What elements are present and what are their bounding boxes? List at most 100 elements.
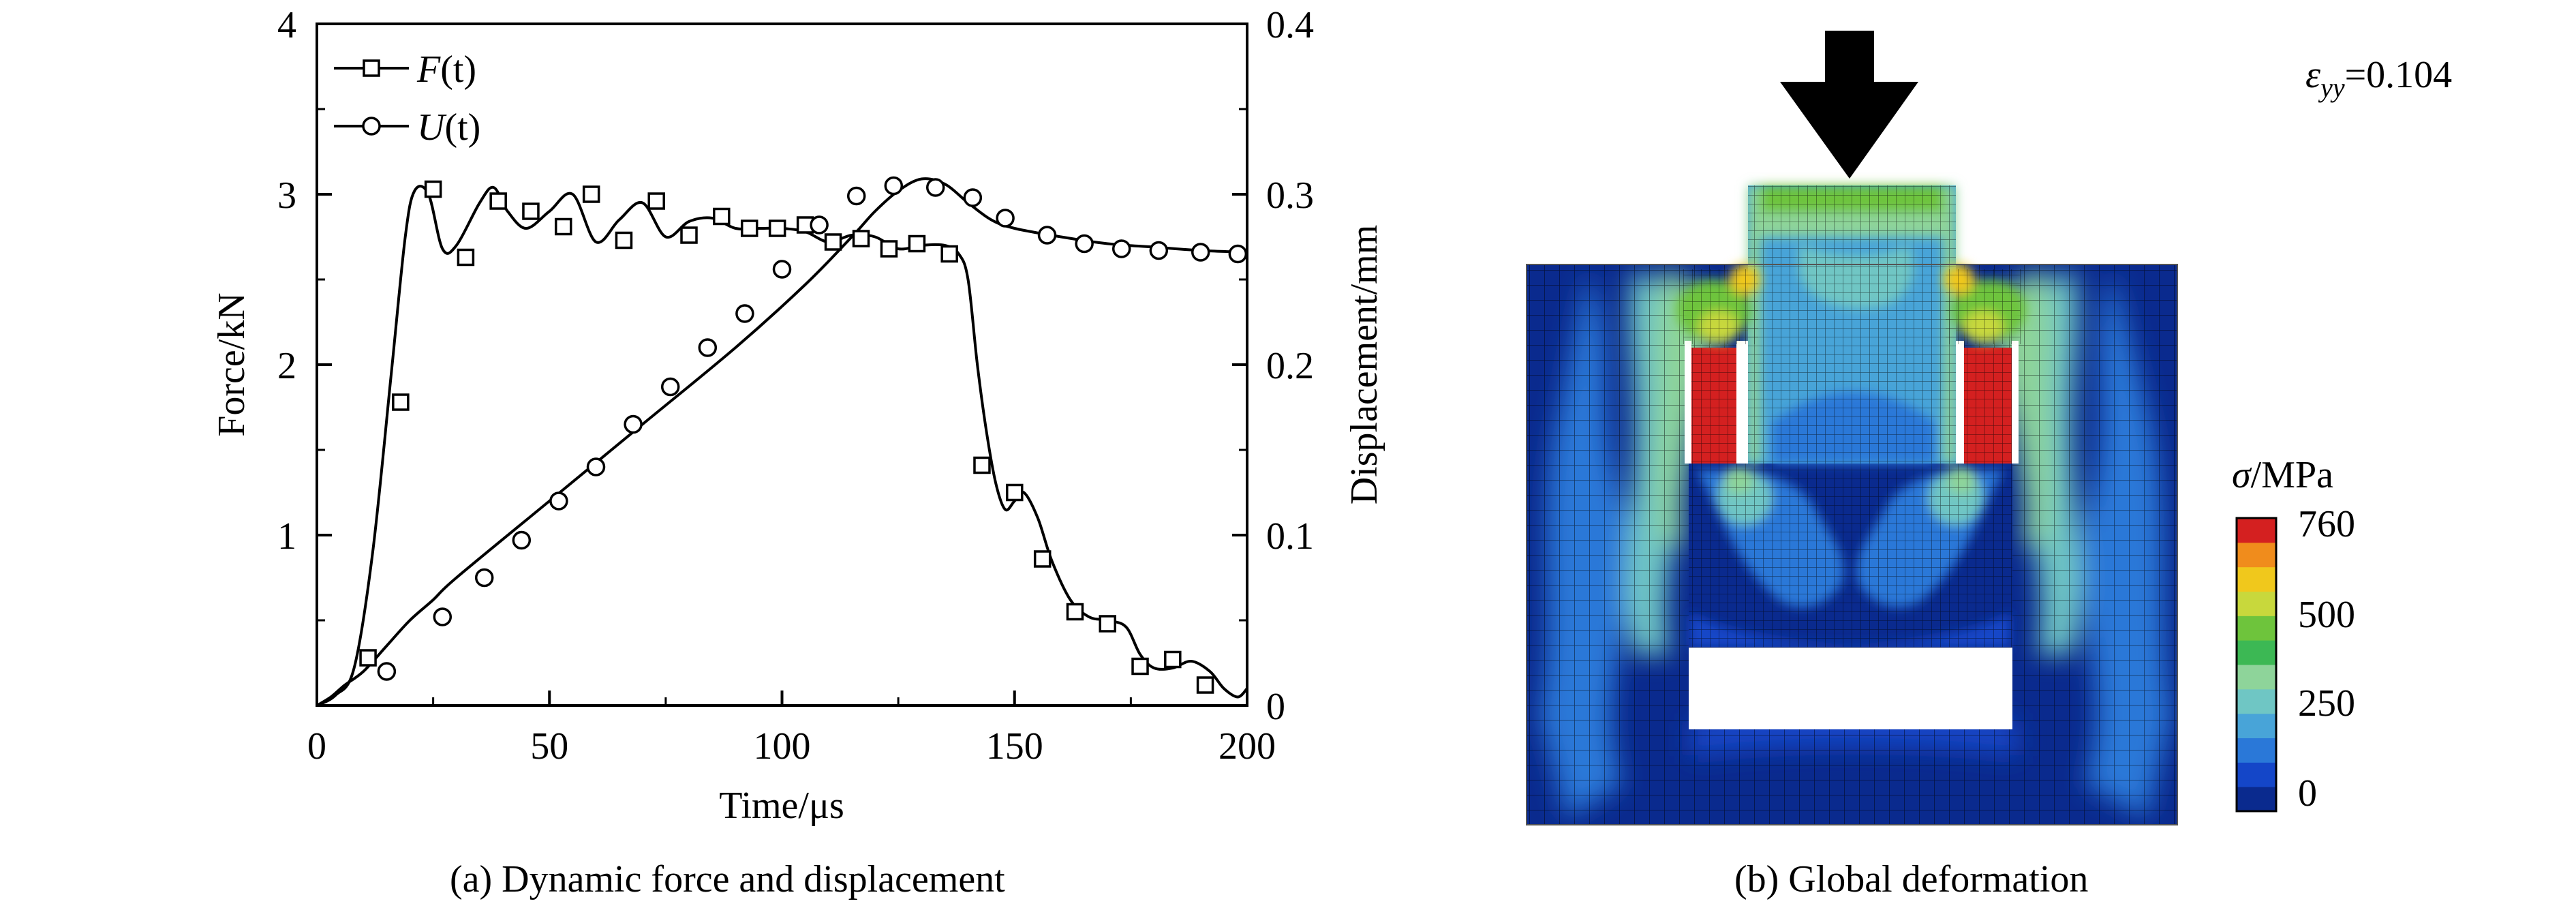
displacement-marker <box>624 414 643 434</box>
legend-label: U(t) <box>417 106 480 149</box>
force-marker <box>554 217 572 236</box>
force-marker <box>392 393 410 411</box>
strain-subscript: yy <box>2318 72 2345 103</box>
y-tick-label: 1 <box>277 515 296 558</box>
x-tick-label: 200 <box>1218 725 1276 768</box>
displacement-marker <box>377 662 397 681</box>
displacement-marker <box>884 176 904 196</box>
displacement-marker <box>846 186 866 206</box>
y-tick-label: 3 <box>277 175 296 217</box>
y2-tick-label: 0.1 <box>1266 515 1314 558</box>
force-marker <box>615 231 633 249</box>
x-tick-label: 50 <box>530 725 568 768</box>
color-bar-segment <box>2237 542 2276 568</box>
color-bar-segment <box>2237 665 2276 690</box>
y2-tick-label: 0 <box>1266 686 1285 728</box>
legend-square-marker <box>363 59 380 77</box>
force-marker <box>880 240 898 258</box>
y2-tick-label: 0.3 <box>1266 175 1314 217</box>
strain-label: εyy=0.104 <box>2305 54 2452 103</box>
color-bar-segment <box>2237 713 2276 738</box>
specimen-outline <box>1526 264 2178 825</box>
color-bar-segment <box>2237 640 2276 665</box>
displacement-marker <box>586 457 606 476</box>
color-bar-segment <box>2237 616 2276 641</box>
force-displacement-chart: 0 50 100 150 200 1 2 3 4 0 0.1 0.2 0.3 0.4 Time/μs Fo… <box>211 4 1385 827</box>
y-axis-label: Force/kN <box>211 292 253 437</box>
force-marker <box>1033 550 1052 568</box>
legend-circle-marker <box>362 117 381 136</box>
force-marker <box>1131 657 1149 676</box>
strain-value: =0.104 <box>2345 54 2453 96</box>
displacement-marker <box>512 530 532 550</box>
legend-label: F(t) <box>416 48 476 91</box>
marker-layer <box>359 176 1248 694</box>
force-marker <box>359 649 377 667</box>
displacement-marker <box>772 260 792 279</box>
force-marker <box>582 185 600 203</box>
color-bar-segment <box>2237 738 2276 763</box>
y2-tick-label: 0.2 <box>1266 345 1314 387</box>
force-marker <box>1066 603 1084 621</box>
legend-tick-500: 500 <box>2298 594 2355 636</box>
axis-ticks <box>316 22 1248 707</box>
legend-tick-760: 760 <box>2298 503 2355 545</box>
displacement-marker <box>433 607 453 626</box>
force-marker <box>740 219 758 237</box>
y2-tick-label: 0.4 <box>1266 4 1314 46</box>
load-arrow-icon <box>1780 31 1918 179</box>
displacement-marker <box>474 568 494 588</box>
force-marker <box>680 226 698 244</box>
force-marker <box>1196 676 1214 694</box>
color-bar-segment <box>2237 688 2276 714</box>
y-tick-label: 4 <box>277 4 296 46</box>
displacement-marker <box>925 178 945 197</box>
stress-contour-image <box>1526 31 2178 825</box>
stress-color-legend: σ/MPa 760 500 250 0 <box>2232 454 2355 815</box>
displacement-marker <box>549 491 568 511</box>
x-tick-label: 150 <box>986 725 1043 768</box>
force-marker <box>522 202 540 220</box>
legend-tick-0: 0 <box>2298 772 2317 815</box>
force-marker <box>424 180 442 198</box>
displacement-marker <box>963 188 983 207</box>
displacement-marker <box>810 215 829 234</box>
x-tick-label: 100 <box>754 725 811 768</box>
y-tick-label: 2 <box>277 345 296 387</box>
force-marker <box>824 233 842 251</box>
force-marker <box>908 234 926 253</box>
x-tick-label: 0 <box>307 725 326 768</box>
series-line-displacement <box>317 177 1247 706</box>
force-marker <box>1099 615 1116 633</box>
x-axis-label: Time/μs <box>719 785 844 827</box>
axis-tick-labels: 0 50 100 150 200 1 2 3 4 0 0.1 0.2 0.3 0.4 <box>277 4 1314 768</box>
stress-color-bar <box>2237 518 2276 812</box>
displacement-marker <box>1191 243 1210 262</box>
force-marker <box>489 192 507 210</box>
caption-b: (b) Global deformation <box>1734 858 2089 900</box>
displacement-marker <box>1149 241 1169 260</box>
color-bar-segment <box>2237 591 2276 616</box>
force-marker <box>768 219 786 237</box>
force-marker <box>973 456 991 474</box>
displacement-marker <box>660 377 680 397</box>
force-marker <box>457 248 475 267</box>
strain-symbol: ε <box>2305 54 2321 96</box>
force-marker <box>647 192 665 210</box>
legend: F(t) U(t) <box>334 48 480 149</box>
color-bar-segment <box>2237 518 2276 543</box>
force-marker <box>1006 483 1024 502</box>
displacement-marker <box>996 209 1015 228</box>
caption-a: (a) Dynamic force and displacement <box>450 858 1005 900</box>
color-bar-segment <box>2237 762 2276 787</box>
force-marker <box>713 207 731 226</box>
force-marker <box>1164 650 1182 669</box>
force-marker <box>940 245 958 263</box>
stress-legend-title: σ/MPa <box>2232 454 2333 496</box>
legend-tick-250: 250 <box>2298 682 2355 725</box>
color-bar-segment <box>2237 787 2276 812</box>
displacement-marker <box>1111 239 1131 258</box>
displacement-marker <box>1037 226 1057 245</box>
color-bar-segment <box>2237 566 2276 592</box>
